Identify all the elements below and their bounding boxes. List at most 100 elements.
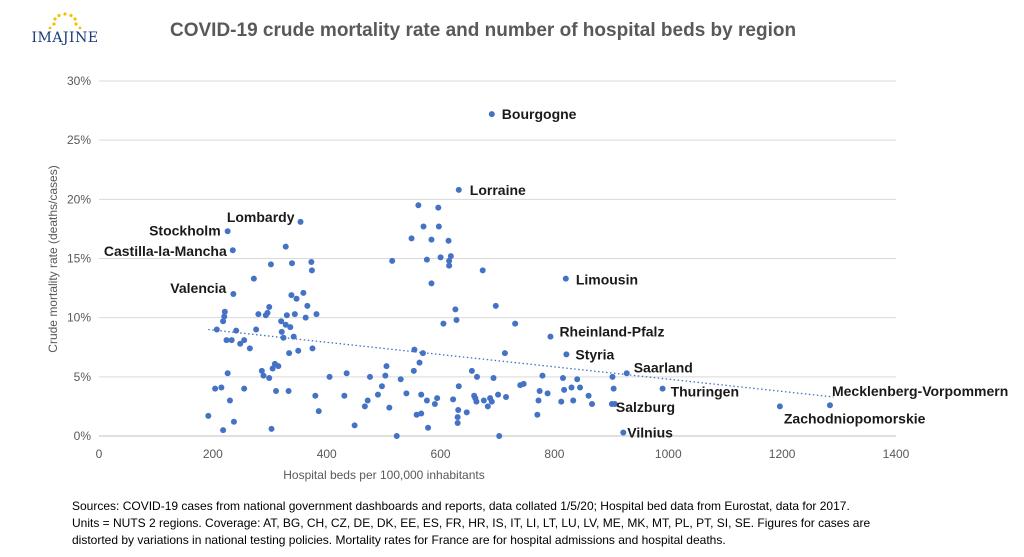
data-point xyxy=(287,324,294,331)
point-label: Rheinland-Pfalz xyxy=(559,324,664,340)
data-point xyxy=(484,403,491,410)
data-point xyxy=(495,391,502,398)
point-label: Lombardy xyxy=(227,209,295,225)
data-point xyxy=(220,318,227,325)
data-point xyxy=(492,302,499,309)
data-point xyxy=(397,376,404,383)
data-point xyxy=(241,385,248,392)
data-point xyxy=(264,309,271,316)
data-point xyxy=(419,350,426,357)
point-label: Stockholm xyxy=(149,222,221,238)
data-point xyxy=(218,384,225,391)
data-point xyxy=(568,384,575,391)
y-tick-label: 20% xyxy=(67,192,91,206)
data-point xyxy=(479,267,486,274)
data-point xyxy=(223,337,230,344)
data-point xyxy=(255,311,262,318)
data-point xyxy=(266,375,273,382)
data-point xyxy=(283,312,290,319)
data-point xyxy=(450,396,457,403)
y-tick-label: 25% xyxy=(67,133,91,147)
data-point xyxy=(260,372,267,379)
logo: IMAJINE xyxy=(20,10,110,60)
data-point xyxy=(428,280,435,287)
data-point xyxy=(455,383,462,390)
data-point xyxy=(577,384,584,391)
data-point xyxy=(520,380,527,387)
data-point xyxy=(250,275,257,282)
data-point xyxy=(267,261,274,268)
point-label: Castilla-la-Mancha xyxy=(104,243,227,259)
logo-text: IMAJINE xyxy=(31,30,99,46)
y-tick-label: 10% xyxy=(67,311,91,325)
data-point xyxy=(308,267,315,274)
data-point xyxy=(282,321,289,328)
y-axis-label: Crude mortality rate (deaths/cases) xyxy=(46,165,60,352)
data-point xyxy=(455,406,462,413)
labeled-data-point xyxy=(826,402,833,409)
gridlines xyxy=(99,80,896,437)
data-point xyxy=(285,388,292,395)
point-label: Lorraine xyxy=(470,182,526,198)
data-point xyxy=(534,411,541,418)
data-point xyxy=(418,410,425,417)
data-point xyxy=(246,345,253,352)
data-point xyxy=(288,292,295,299)
data-point xyxy=(312,392,319,399)
x-tick-label: 800 xyxy=(544,447,564,461)
data-point xyxy=(435,223,442,230)
labeled-data-point xyxy=(455,186,462,193)
data-point xyxy=(437,254,444,261)
data-point xyxy=(253,326,260,333)
labeled-data-point xyxy=(776,403,783,410)
y-tick-label: 30% xyxy=(67,74,91,88)
data-point xyxy=(408,235,415,242)
x-tick-label: 1400 xyxy=(883,447,910,461)
data-point xyxy=(273,388,280,395)
data-point xyxy=(512,320,519,327)
labeled-data-point xyxy=(547,333,554,340)
data-point xyxy=(480,397,487,404)
x-tick-label: 1000 xyxy=(655,447,682,461)
data-point xyxy=(288,260,295,267)
data-point xyxy=(351,422,358,429)
data-point xyxy=(364,397,371,404)
data-point xyxy=(423,397,430,404)
data-point xyxy=(308,259,315,266)
data-point xyxy=(434,395,441,402)
data-point xyxy=(589,401,596,408)
data-point xyxy=(213,326,220,333)
data-point xyxy=(304,302,311,309)
x-tick-label: 400 xyxy=(317,447,337,461)
data-point xyxy=(503,393,510,400)
data-point xyxy=(558,398,565,405)
data-points xyxy=(205,111,833,439)
data-point xyxy=(570,397,577,404)
data-point xyxy=(445,237,452,244)
data-point xyxy=(539,372,546,379)
point-label: Saarland xyxy=(634,359,693,375)
data-point xyxy=(610,385,617,392)
data-point xyxy=(361,403,368,410)
x-tick-label: 600 xyxy=(431,447,451,461)
data-point xyxy=(266,304,273,311)
data-point xyxy=(241,337,248,344)
data-point xyxy=(413,411,420,418)
point-labels: Bourgogne Lorraine Lombardy Stockholm Castil… xyxy=(104,106,1008,440)
point-label: Bourgogne xyxy=(502,106,577,122)
x-tick-label: 200 xyxy=(203,447,223,461)
data-point xyxy=(418,391,425,398)
point-label: Salzburg xyxy=(616,399,675,415)
labeled-data-point xyxy=(230,291,237,297)
point-label: Zachodniopomorskie xyxy=(784,410,926,426)
labeled-data-point xyxy=(224,228,231,235)
data-point xyxy=(474,373,481,380)
point-label: Styria xyxy=(575,346,614,362)
data-point xyxy=(428,236,435,243)
data-point xyxy=(226,397,233,404)
data-point xyxy=(326,373,333,380)
y-tick-label: 15% xyxy=(67,252,91,266)
data-point xyxy=(574,376,581,383)
data-point xyxy=(393,433,400,439)
trendline xyxy=(208,328,834,398)
